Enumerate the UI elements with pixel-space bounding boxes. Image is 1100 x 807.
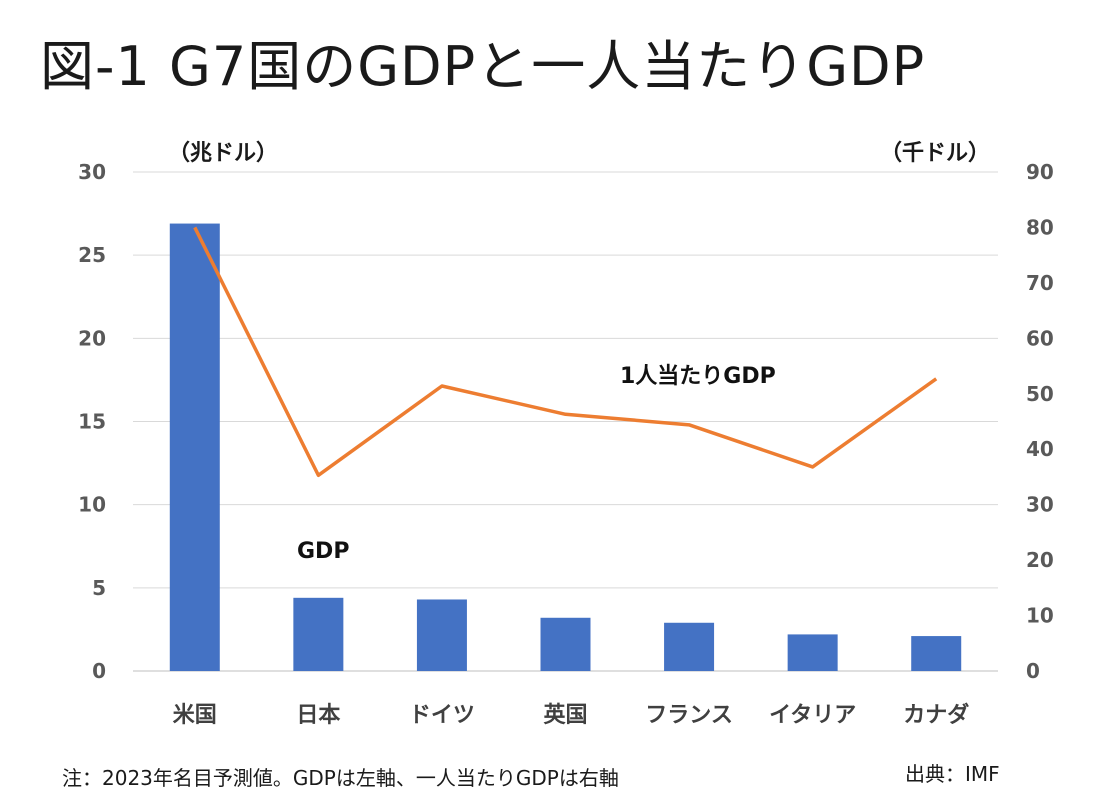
right-tick-label-6: 60 bbox=[1026, 326, 1054, 350]
left-tick-label-5: 25 bbox=[78, 243, 106, 267]
category-label-0: 米国 bbox=[173, 703, 217, 728]
category-label-5: イタリア bbox=[769, 703, 856, 728]
per-capita-gdp-line bbox=[193, 226, 938, 478]
gdp-bar-2 bbox=[416, 599, 467, 671]
right-tick-label-7: 70 bbox=[1026, 271, 1054, 295]
gdp-bars bbox=[169, 223, 962, 671]
left-axis-ticks: 0 5 10 15 20 25 30 bbox=[78, 160, 106, 683]
gdp-bar-1 bbox=[293, 597, 344, 671]
gdp-series-label: GDP bbox=[297, 539, 349, 564]
right-tick-label-1: 10 bbox=[1026, 604, 1054, 628]
right-axis-ticks: 0 10 20 30 40 50 60 70 80 90 bbox=[1026, 160, 1054, 683]
right-tick-label-5: 50 bbox=[1026, 382, 1054, 406]
right-tick-label-0: 0 bbox=[1026, 659, 1040, 683]
left-tick-label-3: 15 bbox=[78, 410, 106, 434]
left-tick-label-1: 5 bbox=[92, 576, 106, 600]
gdp-bar-3 bbox=[540, 617, 591, 671]
gdp-bar-6 bbox=[911, 636, 962, 671]
right-tick-label-3: 30 bbox=[1026, 493, 1054, 517]
category-label-3: 英国 bbox=[543, 703, 587, 728]
right-tick-label-8: 80 bbox=[1026, 215, 1054, 239]
left-tick-label-0: 0 bbox=[92, 659, 106, 683]
gdp-bar-5 bbox=[787, 634, 838, 671]
note: 注：2023年名目予測値。GDPは左軸、一人当たりGDPは右軸 bbox=[62, 766, 619, 790]
left-axis-unit: （兆ドル） bbox=[168, 141, 278, 166]
gdp-bar-4 bbox=[664, 622, 715, 671]
source: 出典：IMF bbox=[905, 762, 1000, 786]
category-label-6: カナダ bbox=[903, 702, 969, 728]
right-tick-label-9: 90 bbox=[1026, 160, 1054, 184]
category-labels: 米国 日本 ドイツ 英国 フランス イタリア カナダ bbox=[173, 702, 969, 728]
right-axis-unit: （千ドル） bbox=[880, 141, 990, 166]
left-tick-label-2: 10 bbox=[78, 493, 106, 517]
left-tick-label-6: 30 bbox=[78, 160, 106, 184]
category-label-4: フランス bbox=[645, 703, 733, 728]
per-capita-series-label: 1人当たりGDP bbox=[620, 364, 776, 389]
gridlines bbox=[133, 171, 998, 672]
category-label-1: 日本 bbox=[296, 703, 340, 728]
category-label-2: ドイツ bbox=[409, 703, 475, 728]
gdp-bar-0 bbox=[169, 223, 220, 671]
chart-title: 図-1 G7国のGDPと一人当たりGDP bbox=[40, 35, 926, 98]
left-tick-label-4: 20 bbox=[78, 326, 106, 350]
right-tick-label-2: 20 bbox=[1026, 548, 1054, 572]
right-tick-label-4: 40 bbox=[1026, 437, 1054, 461]
